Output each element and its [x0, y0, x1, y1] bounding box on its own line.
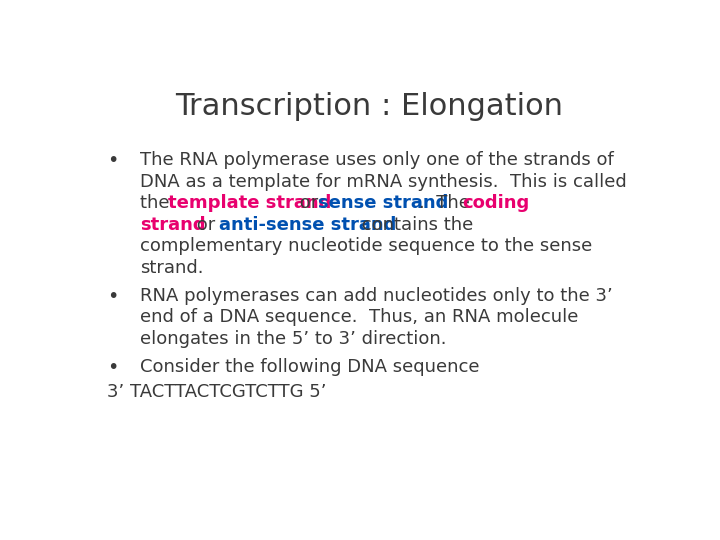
Text: complementary nucleotide sequence to the sense: complementary nucleotide sequence to the… [140, 237, 593, 255]
Text: strand: strand [140, 215, 206, 234]
Text: anti-sense strand: anti-sense strand [219, 215, 396, 234]
Text: strand.: strand. [140, 259, 204, 277]
Text: or: or [192, 215, 227, 234]
Text: The RNA polymerase uses only one of the strands of: The RNA polymerase uses only one of the … [140, 151, 614, 169]
Text: or: or [294, 194, 324, 212]
Text: elongates in the 5’ to 3’ direction.: elongates in the 5’ to 3’ direction. [140, 330, 447, 348]
Text: contains the: contains the [356, 215, 474, 234]
Text: DNA as a template for mRNA synthesis.  This is called: DNA as a template for mRNA synthesis. Th… [140, 173, 627, 191]
Text: Consider the following DNA sequence: Consider the following DNA sequence [140, 358, 480, 376]
Text: end of a DNA sequence.  Thus, an RNA molecule: end of a DNA sequence. Thus, an RNA mole… [140, 308, 579, 326]
Text: coding: coding [462, 194, 530, 212]
Text: Transcription : Elongation: Transcription : Elongation [175, 92, 563, 121]
Text: RNA polymerases can add nucleotides only to the 3’: RNA polymerases can add nucleotides only… [140, 287, 613, 305]
Text: •: • [107, 287, 118, 306]
Text: 3’ TACTTACTCGTCTTG 5’: 3’ TACTTACTCGTCTTG 5’ [107, 383, 327, 401]
Text: •: • [107, 151, 118, 170]
Text: .  The: . The [418, 194, 475, 212]
Text: template strand: template strand [168, 194, 331, 212]
Text: sense strand: sense strand [318, 194, 448, 212]
Text: •: • [107, 358, 118, 377]
Text: the: the [140, 194, 176, 212]
